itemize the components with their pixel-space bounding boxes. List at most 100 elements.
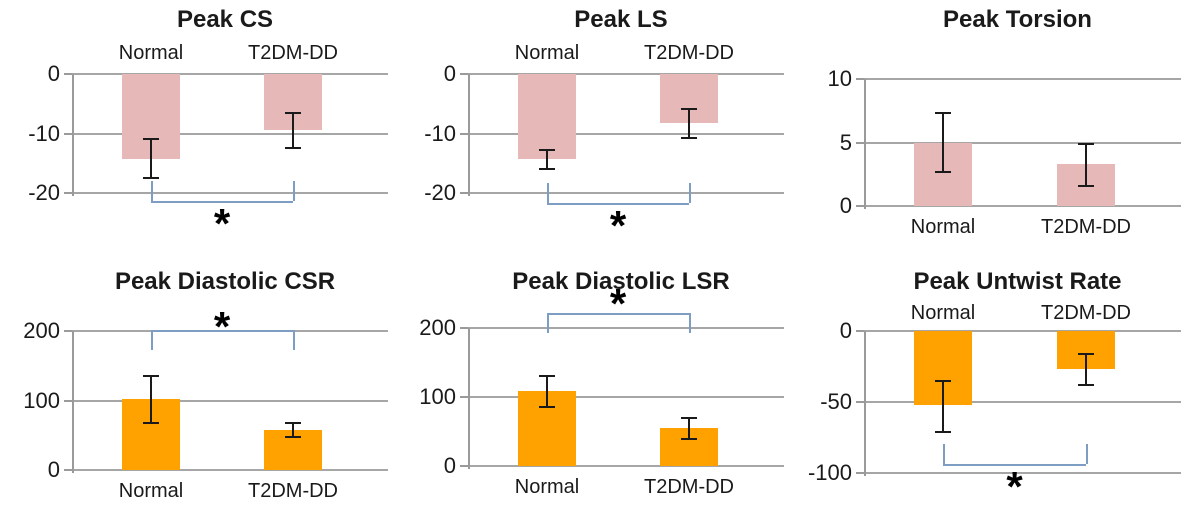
significance-bracket-tick bbox=[151, 329, 153, 350]
y-tick-label: 0 bbox=[839, 193, 852, 218]
chart-title: Peak Diastolic LSR bbox=[512, 268, 730, 295]
axis-tick bbox=[856, 330, 864, 332]
category-label: Normal bbox=[910, 302, 976, 324]
gridline bbox=[468, 396, 784, 398]
gridline bbox=[864, 205, 1181, 207]
significance-bracket-tick bbox=[943, 444, 945, 465]
chart-peak-untwist-rate: Peak Untwist Rate * 0 -50 -100 Normal T2DM-D… bbox=[792, 262, 1189, 525]
error-bar-cap bbox=[1078, 184, 1094, 187]
error-bar bbox=[150, 376, 152, 423]
y-tick-label: -10 bbox=[424, 120, 456, 146]
bar-normal bbox=[518, 74, 576, 160]
y-axis-line bbox=[864, 331, 866, 476]
error-bar bbox=[1085, 143, 1087, 186]
error-bar-cap bbox=[1078, 142, 1094, 145]
significance-bracket-tick bbox=[689, 312, 691, 333]
gridline bbox=[72, 469, 388, 471]
chart-peak-ls: Peak LS * 0 -10 -20 Normal T2DM-DD bbox=[396, 0, 792, 262]
error-bar-cap bbox=[143, 375, 159, 378]
chart-peak-torsion: Peak Torsion 10 5 0 Normal T2DM-DD bbox=[792, 0, 1189, 262]
error-bar-cap bbox=[285, 421, 301, 424]
significance-bracket-tick bbox=[547, 182, 549, 203]
error-bar-cap bbox=[935, 112, 951, 115]
gridline bbox=[864, 78, 1181, 80]
gridline bbox=[72, 132, 388, 135]
significance-bracket-tick bbox=[293, 329, 295, 350]
significance-star: * bbox=[609, 201, 627, 249]
error-bar-cap bbox=[935, 379, 951, 382]
axis-tick bbox=[856, 78, 864, 80]
error-bar bbox=[546, 376, 548, 407]
y-tick-label: -10 bbox=[28, 120, 60, 146]
y-tick-label: 10 bbox=[827, 66, 852, 91]
error-bar bbox=[942, 113, 944, 172]
y-tick-label: 5 bbox=[839, 129, 852, 155]
axis-tick bbox=[856, 401, 864, 403]
significance-bracket bbox=[151, 201, 293, 204]
axis-tick bbox=[460, 132, 468, 135]
error-bar-cap bbox=[935, 170, 951, 173]
error-bar-cap bbox=[681, 438, 697, 441]
significance-bracket-tick bbox=[1086, 444, 1088, 465]
chart-title: Peak Diastolic CSR bbox=[114, 268, 336, 295]
category-label: Normal bbox=[514, 42, 580, 64]
plot-area: * bbox=[460, 73, 784, 246]
significance-bracket bbox=[547, 312, 689, 315]
category-label: T2DM-DD bbox=[644, 42, 734, 64]
error-bar-cap bbox=[935, 430, 951, 433]
axis-tick bbox=[460, 192, 468, 194]
chart-peak-diastolic-lsr: Peak Diastolic LSR * 200 100 0 Normal T2DM-D… bbox=[396, 262, 792, 525]
plot-area bbox=[856, 78, 1181, 209]
axis-tick bbox=[64, 132, 72, 135]
plot-area: * bbox=[460, 282, 784, 469]
error-bar-cap bbox=[539, 149, 555, 152]
gridline bbox=[468, 327, 784, 329]
significance-bracket-tick bbox=[293, 181, 295, 202]
y-tick-label: 0 bbox=[839, 318, 852, 343]
plot-area: * bbox=[856, 330, 1181, 508]
gridline bbox=[468, 192, 784, 194]
category-label: T2DM-DD bbox=[1041, 302, 1131, 324]
y-tick-label: -20 bbox=[28, 180, 60, 205]
chart-peak-cs: Peak CS * 0 -10 -20 Normal T2DM-DD bbox=[0, 0, 396, 262]
error-bar bbox=[1085, 353, 1087, 385]
axis-tick bbox=[460, 327, 468, 329]
significance-bracket bbox=[547, 202, 689, 205]
significance-star: * bbox=[1006, 463, 1023, 511]
gridline bbox=[864, 401, 1181, 403]
chart-title: Peak Torsion bbox=[943, 6, 1092, 33]
category-label: Normal bbox=[910, 216, 976, 238]
axis-tick bbox=[64, 469, 72, 471]
gridline bbox=[468, 465, 784, 467]
significance-star: * bbox=[213, 200, 231, 248]
y-tick-label: -20 bbox=[424, 180, 456, 205]
error-bar bbox=[292, 112, 294, 148]
y-axis-line bbox=[864, 79, 866, 209]
y-tick-label: 0 bbox=[47, 457, 60, 482]
y-axis-line bbox=[468, 328, 470, 469]
significance-bracket bbox=[151, 329, 293, 332]
gridline bbox=[72, 399, 388, 402]
plot-area: * bbox=[64, 305, 388, 473]
error-bar-cap bbox=[143, 138, 159, 141]
chart-title: Peak Untwist Rate bbox=[913, 268, 1122, 295]
y-tick-label: -100 bbox=[807, 460, 852, 485]
plot-area: * bbox=[64, 73, 388, 245]
y-tick-label: 0 bbox=[443, 61, 456, 86]
gridline bbox=[468, 73, 784, 75]
axis-tick bbox=[64, 73, 72, 75]
error-bar-cap bbox=[1078, 383, 1094, 386]
error-bar bbox=[688, 108, 690, 139]
error-bar bbox=[942, 380, 944, 432]
category-label: Normal bbox=[118, 480, 184, 502]
significance-bracket-tick bbox=[151, 181, 153, 202]
significance-bracket-tick bbox=[547, 312, 549, 333]
y-tick-label: 0 bbox=[443, 453, 456, 478]
category-label: Normal bbox=[514, 476, 580, 498]
category-label: Normal bbox=[118, 42, 184, 64]
y-tick-label: 200 bbox=[419, 315, 456, 340]
axis-tick bbox=[64, 399, 72, 402]
error-bar-cap bbox=[1078, 352, 1094, 355]
